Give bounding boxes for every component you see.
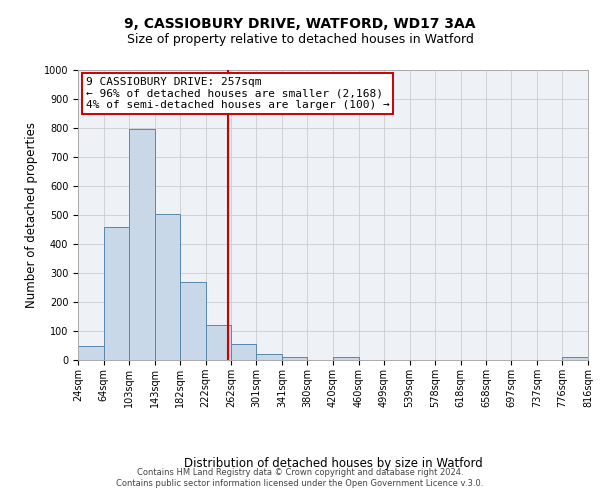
X-axis label: Distribution of detached houses by size in Watford: Distribution of detached houses by size … — [184, 457, 482, 470]
Y-axis label: Number of detached properties: Number of detached properties — [25, 122, 38, 308]
Bar — [104, 226, 129, 360]
Bar — [155, 214, 180, 360]
Bar — [78, 346, 104, 360]
Bar — [129, 130, 155, 360]
Bar — [256, 354, 282, 360]
Text: Contains HM Land Registry data © Crown copyright and database right 2024.
Contai: Contains HM Land Registry data © Crown c… — [116, 468, 484, 487]
Text: 9 CASSIOBURY DRIVE: 257sqm
← 96% of detached houses are smaller (2,168)
4% of se: 9 CASSIOBURY DRIVE: 257sqm ← 96% of deta… — [86, 77, 389, 110]
Bar — [562, 357, 588, 360]
Text: Size of property relative to detached houses in Watford: Size of property relative to detached ho… — [127, 32, 473, 46]
Bar — [180, 282, 205, 360]
Bar — [333, 356, 359, 360]
Text: 9, CASSIOBURY DRIVE, WATFORD, WD17 3AA: 9, CASSIOBURY DRIVE, WATFORD, WD17 3AA — [124, 18, 476, 32]
Bar — [205, 325, 231, 360]
Bar — [231, 344, 256, 360]
Bar — [282, 356, 307, 360]
